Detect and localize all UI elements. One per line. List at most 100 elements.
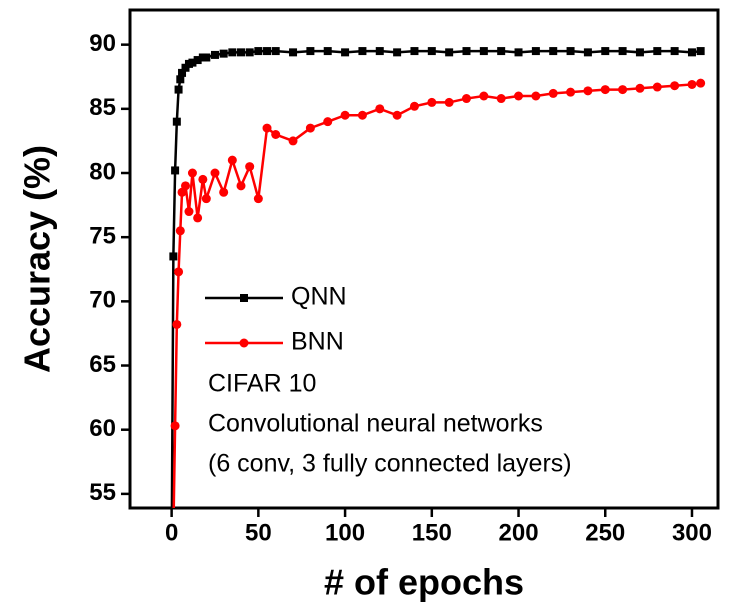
data-point xyxy=(306,47,315,56)
data-point xyxy=(531,91,541,101)
data-point xyxy=(201,194,211,204)
x-tick-label: 100 xyxy=(325,519,365,546)
x-axis-label: # of epochs xyxy=(324,562,524,603)
data-point xyxy=(227,155,237,165)
data-point xyxy=(305,123,315,133)
x-tick-label: 150 xyxy=(412,519,452,546)
data-point xyxy=(358,47,367,56)
y-tick-label: 85 xyxy=(89,94,116,121)
data-point xyxy=(514,91,524,101)
data-point xyxy=(176,75,185,84)
y-axis-label: Accuracy (%) xyxy=(17,145,58,373)
data-point xyxy=(289,48,298,57)
data-point xyxy=(427,47,436,56)
data-point xyxy=(496,94,506,104)
data-point xyxy=(271,130,281,139)
data-point xyxy=(288,136,298,146)
data-point xyxy=(178,68,187,77)
y-tick-label: 80 xyxy=(89,158,116,185)
series-line xyxy=(172,81,701,508)
annotation: (6 conv, 3 fully connected layers) xyxy=(208,450,572,478)
data-point xyxy=(340,110,350,120)
y-tick-label: 90 xyxy=(89,30,116,57)
data-point xyxy=(670,81,680,91)
data-point xyxy=(341,48,350,57)
data-point xyxy=(393,48,402,57)
data-point xyxy=(172,319,182,329)
y-tick-label: 70 xyxy=(89,287,116,314)
data-point xyxy=(188,58,197,67)
data-point xyxy=(323,117,333,127)
data-point xyxy=(181,181,191,191)
data-point xyxy=(219,187,229,197)
data-point xyxy=(618,85,628,95)
data-point xyxy=(462,47,471,56)
data-point xyxy=(410,47,419,56)
legend-label: QNN xyxy=(291,283,347,311)
data-point xyxy=(566,87,576,97)
plot-area xyxy=(168,47,706,562)
series-line xyxy=(170,49,701,508)
data-point xyxy=(670,47,679,56)
data-point xyxy=(696,47,705,56)
data-point xyxy=(263,47,272,56)
data-point xyxy=(202,53,211,62)
data-point xyxy=(375,47,384,56)
data-point xyxy=(169,252,178,261)
data-point xyxy=(237,48,246,57)
data-point xyxy=(444,97,454,107)
data-point xyxy=(618,47,627,56)
data-point xyxy=(253,194,263,204)
data-point xyxy=(193,213,203,223)
legend-marker xyxy=(240,294,248,302)
data-point xyxy=(228,48,237,57)
data-point xyxy=(531,47,540,56)
annotation: Convolutional neural networks xyxy=(208,410,543,438)
data-point xyxy=(245,48,254,57)
legend-marker xyxy=(239,338,249,348)
data-point xyxy=(696,78,706,88)
data-point xyxy=(687,79,697,89)
data-point xyxy=(175,226,185,236)
data-point xyxy=(601,47,610,56)
data-point xyxy=(174,267,184,277)
data-point xyxy=(583,86,593,96)
data-point xyxy=(652,82,662,92)
data-point xyxy=(566,47,575,56)
data-point xyxy=(184,207,194,217)
y-tick-label: 55 xyxy=(89,479,116,506)
y-tick-label: 60 xyxy=(89,415,116,442)
data-point xyxy=(497,47,506,56)
data-point xyxy=(262,123,272,133)
data-point xyxy=(187,168,197,178)
x-tick-label: 200 xyxy=(499,519,539,546)
data-point xyxy=(635,48,644,57)
data-point xyxy=(479,91,489,101)
annotation: CIFAR 10 xyxy=(208,370,316,398)
data-point xyxy=(409,101,419,111)
data-point xyxy=(219,49,228,58)
data-point xyxy=(549,47,558,56)
data-point xyxy=(210,168,220,178)
data-point xyxy=(236,181,246,191)
data-point xyxy=(170,421,180,431)
data-point xyxy=(193,56,202,65)
data-point xyxy=(254,47,263,56)
data-point xyxy=(357,110,367,120)
x-tick-label: 300 xyxy=(672,519,712,546)
data-point xyxy=(514,48,523,57)
data-point xyxy=(653,47,662,56)
data-point xyxy=(245,162,255,172)
y-tick-label: 65 xyxy=(89,351,116,378)
plot-frame xyxy=(128,8,720,510)
data-point xyxy=(375,104,385,114)
x-tick-label: 250 xyxy=(585,519,625,546)
data-point xyxy=(168,554,176,562)
data-point xyxy=(171,166,180,175)
data-point xyxy=(600,85,610,95)
data-point xyxy=(172,117,181,126)
data-point xyxy=(583,48,592,57)
legend-label: BNN xyxy=(291,328,344,356)
data-point xyxy=(479,47,488,56)
